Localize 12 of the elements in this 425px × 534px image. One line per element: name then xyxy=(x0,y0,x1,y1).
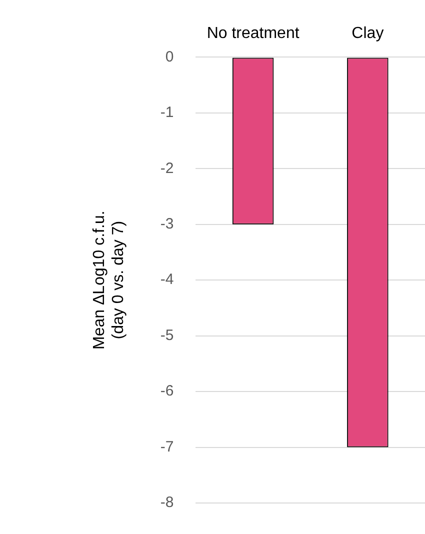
y-tick-label: -8 xyxy=(160,494,174,512)
y-tick-label: -2 xyxy=(160,160,174,177)
y-tick-label: -3 xyxy=(160,216,174,233)
y-tick-label: -5 xyxy=(160,326,174,344)
y-tick-label: -6 xyxy=(160,382,174,400)
y-tick-label: -7 xyxy=(160,438,174,456)
y-tick-label: -4 xyxy=(160,271,174,288)
x-tick-label: No treatment xyxy=(206,25,300,42)
x-tick-label: Clay xyxy=(352,25,384,42)
y-tick-label: 0 xyxy=(165,48,174,66)
y-tick-label: -1 xyxy=(160,104,174,122)
y-axis-title: Mean ΔLog10 c.f.u. (day 0 vs. day 7) xyxy=(91,210,128,350)
